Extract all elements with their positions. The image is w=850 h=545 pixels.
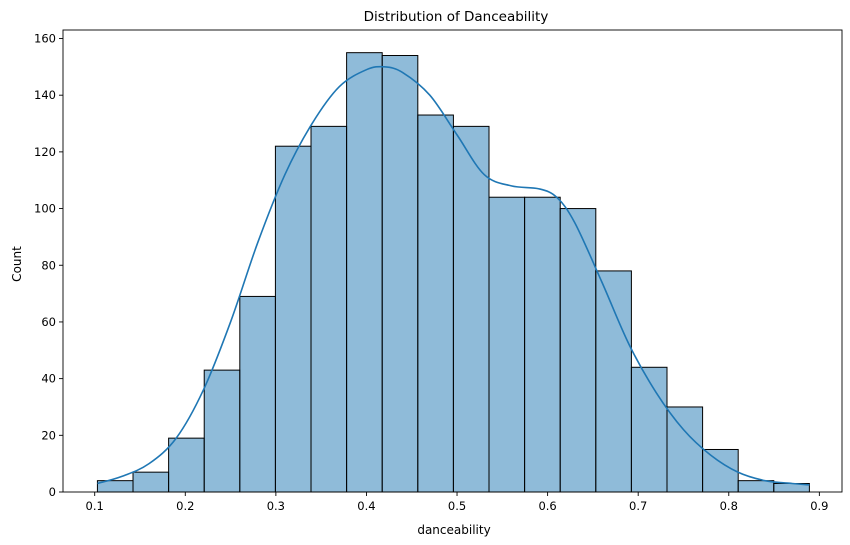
x-tick-label: 0.4 xyxy=(357,499,375,513)
histogram-bar xyxy=(737,480,775,493)
y-tick-label: 140 xyxy=(34,88,56,102)
histogram-bar xyxy=(666,406,704,493)
y-tick-label: 80 xyxy=(41,258,56,272)
chart-title: Distribution of Danceability xyxy=(364,9,549,25)
histogram-bar xyxy=(417,114,454,493)
y-tick-label: 0 xyxy=(49,485,56,499)
x-tick-label: 0.7 xyxy=(629,499,647,513)
y-tick-label: 20 xyxy=(41,428,56,442)
x-tick-label: 0.6 xyxy=(538,499,556,513)
y-tick-label: 160 xyxy=(34,32,56,46)
histogram-bar xyxy=(381,55,419,493)
histogram-bar xyxy=(168,437,205,493)
histogram-bar xyxy=(452,125,490,493)
x-tick-label: 0.8 xyxy=(720,499,738,513)
x-tick-label: 0.1 xyxy=(86,499,104,513)
axes-frame xyxy=(62,29,843,493)
histogram-bar xyxy=(630,366,668,493)
y-tick-label: 100 xyxy=(34,202,56,216)
histogram-bar xyxy=(310,125,348,493)
x-axis-ticks: 0.1 0.2 0.3 0.4 0.5 0.6 0.7 0.8 0.9 xyxy=(86,492,829,513)
histogram-bar xyxy=(559,208,597,493)
histogram-bar xyxy=(524,196,561,493)
x-tick-label: 0.5 xyxy=(448,499,466,513)
y-axis-ticks: 0 20 40 60 80 100 120 140 160 xyxy=(34,32,63,499)
histogram-bar xyxy=(239,295,276,493)
histogram-bar xyxy=(132,471,170,493)
x-tick-label: 0.3 xyxy=(267,499,285,513)
histogram-bar xyxy=(346,52,383,493)
histogram-bar xyxy=(702,448,739,493)
x-tick-label: 0.2 xyxy=(176,499,194,513)
x-axis-label: danceability xyxy=(417,523,490,537)
histogram-bar xyxy=(203,369,241,493)
x-tick-label: 0.9 xyxy=(810,499,828,513)
histogram-bar xyxy=(595,270,632,493)
bars-group xyxy=(96,52,810,493)
kde-curve xyxy=(97,65,810,486)
y-tick-label: 60 xyxy=(41,315,56,329)
histogram-bar xyxy=(274,145,312,493)
y-tick-label: 40 xyxy=(41,372,56,386)
histogram-bar xyxy=(488,196,526,493)
y-tick-label: 120 xyxy=(34,145,56,159)
y-axis-label: Count xyxy=(10,246,24,282)
